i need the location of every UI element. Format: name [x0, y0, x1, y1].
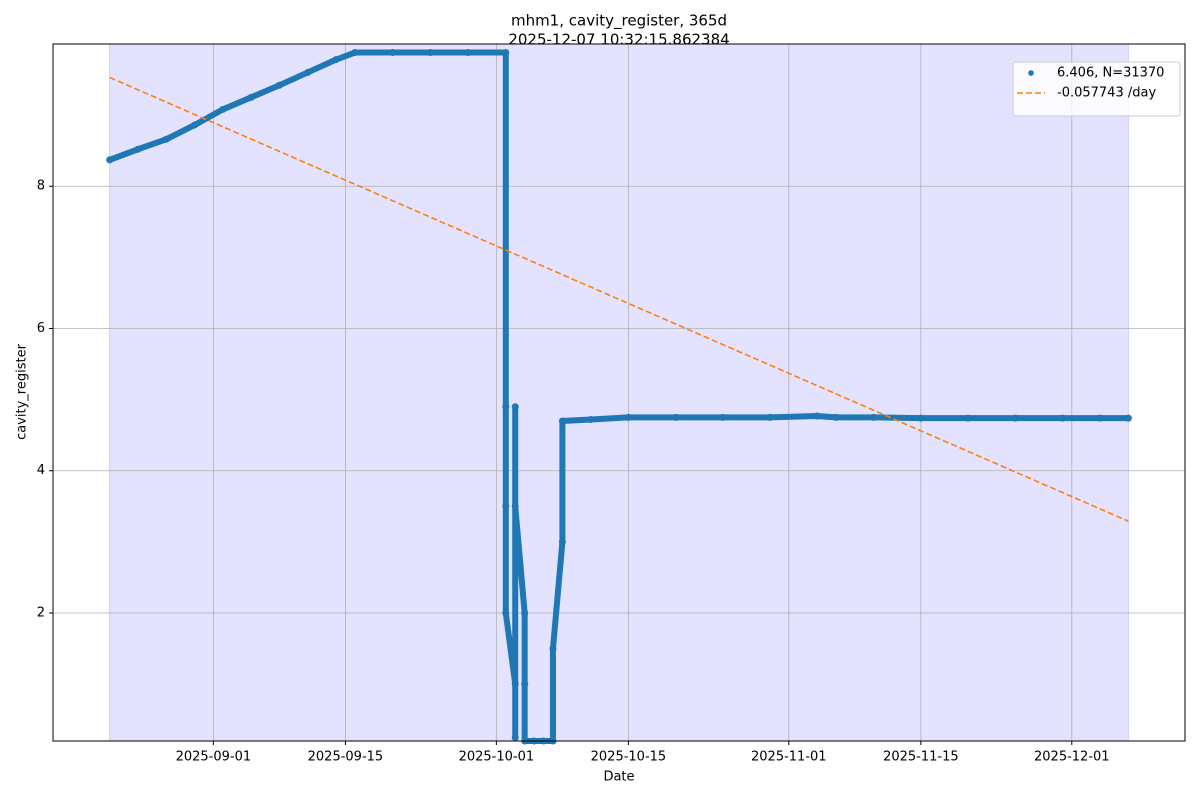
- x-tick-label: 2025-10-01: [459, 750, 535, 765]
- legend-box: [1012, 61, 1181, 117]
- scatter-point: [219, 105, 227, 113]
- scatter-point: [511, 403, 519, 411]
- scatter-point: [511, 502, 519, 510]
- scatter-point: [672, 413, 680, 421]
- scatter-point: [870, 413, 878, 421]
- plot-frame: [52, 43, 1186, 742]
- y-tick-label: 6: [37, 321, 45, 336]
- scatter-point: [832, 413, 840, 421]
- scatter-point: [558, 538, 566, 546]
- x-tick-label: 2025-10-15: [591, 750, 667, 765]
- scatter-point: [162, 135, 170, 143]
- x-tick-label: 2025-12-01: [1034, 750, 1110, 765]
- scatter-point: [719, 413, 727, 421]
- x-tick-label: 2025-11-01: [751, 750, 827, 765]
- scatter-point: [1124, 414, 1132, 422]
- scatter-point: [191, 121, 198, 129]
- scatter-point: [106, 156, 114, 164]
- scatter-point: [134, 145, 142, 153]
- legend-label: 6.406, N=31370: [1057, 66, 1164, 81]
- scatter-point: [502, 403, 510, 411]
- scatter-point: [964, 414, 972, 422]
- y-axis-label: cavity_register: [15, 343, 30, 439]
- scatter-point: [351, 49, 359, 57]
- scatter-point: [521, 609, 529, 617]
- trend-line: [109, 76, 1129, 522]
- x-tick-label: 2025-09-01: [176, 750, 252, 765]
- y-tick-label: 4: [37, 463, 45, 478]
- shaded-span: [109, 43, 1129, 742]
- scatter-point: [332, 56, 340, 64]
- scatter-point: [511, 733, 519, 741]
- scatter-point: [502, 609, 510, 617]
- scatter-point: [549, 645, 557, 653]
- scatter-point: [502, 49, 510, 57]
- scatter-point: [587, 416, 595, 424]
- legend-marker: [1028, 70, 1034, 76]
- scatter-point: [511, 680, 519, 688]
- x-tick-label: 2025-09-15: [308, 750, 384, 765]
- x-tick-label: 2025-11-15: [883, 750, 959, 765]
- scatter-point: [766, 413, 774, 421]
- scatter-point: [521, 680, 529, 688]
- scatter-point: [1096, 414, 1104, 422]
- legend-label: -0.057743 /day: [1057, 86, 1156, 101]
- x-axis-label: Date: [603, 770, 634, 785]
- scatter-point: [304, 68, 312, 76]
- scatter-point: [1058, 414, 1066, 422]
- scatter-point: [502, 502, 510, 510]
- scatter-point: [389, 49, 397, 57]
- scatter-point: [1011, 414, 1019, 422]
- scatter-point: [813, 412, 821, 420]
- chart-title: mhm1, cavity_register, 365d: [511, 12, 727, 31]
- scatter-point: [917, 414, 925, 422]
- y-tick-label: 8: [37, 179, 45, 194]
- scatter-point: [247, 93, 255, 101]
- scatter-point: [275, 81, 283, 89]
- y-tick-label: 2: [37, 605, 45, 620]
- scatter-point: [464, 49, 472, 57]
- scatter-point: [426, 49, 434, 57]
- scatter-point: [558, 417, 566, 425]
- scatter-point: [624, 413, 632, 421]
